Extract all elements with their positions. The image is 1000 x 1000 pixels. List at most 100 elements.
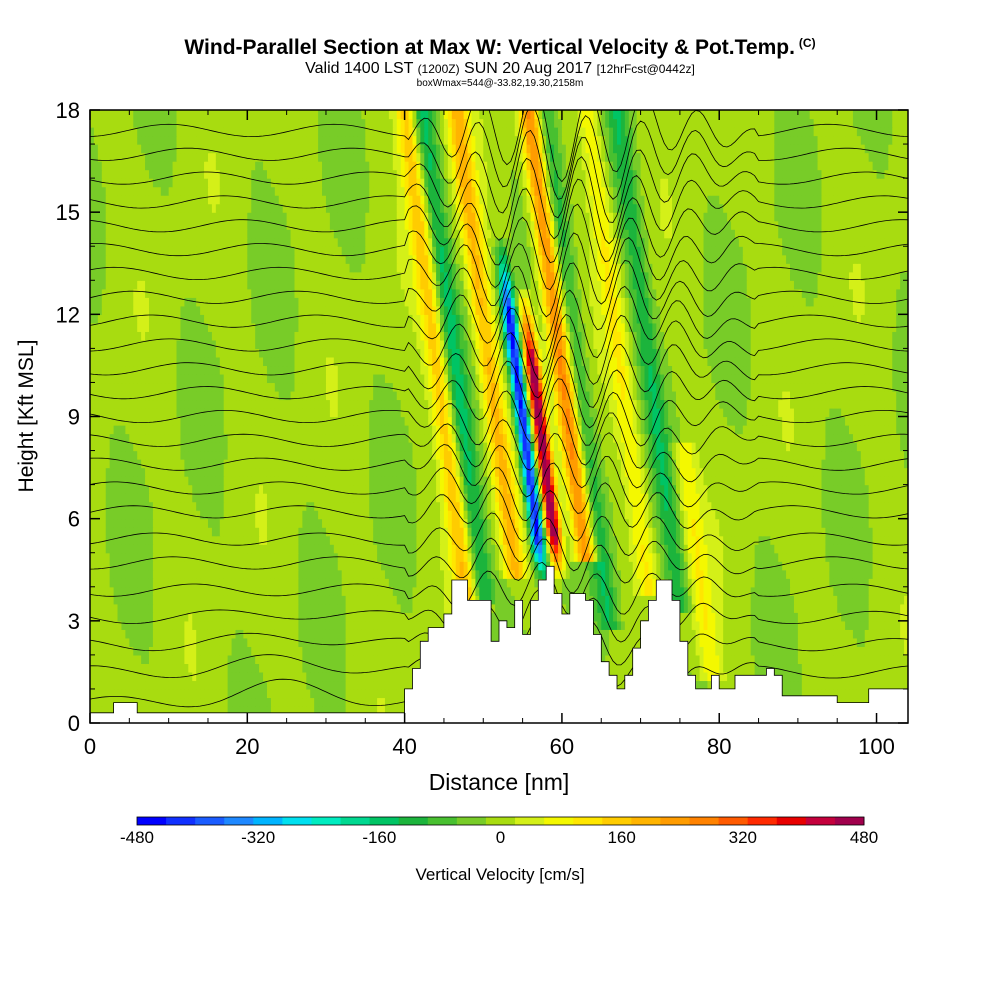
velocity-cell: [841, 680, 846, 690]
velocity-cell: [349, 535, 355, 545]
velocity-cell: [758, 595, 764, 605]
velocity-cell: [786, 518, 791, 528]
velocity-cell: [113, 629, 119, 639]
velocity-cell: [384, 586, 390, 596]
velocity-cell: [845, 654, 850, 665]
velocity-cell: [255, 688, 260, 699]
velocity-cell: [266, 518, 272, 528]
velocity-cell: [432, 586, 437, 596]
velocity-cell: [361, 527, 366, 537]
velocity-cell: [337, 697, 343, 707]
velocity-cell: [616, 586, 622, 596]
velocity-cell: [782, 569, 787, 579]
velocity-cell: [282, 688, 288, 699]
velocity-cell: [251, 663, 256, 673]
velocity-cell: [687, 527, 693, 537]
velocity-cell: [793, 654, 799, 665]
velocity-cell: [731, 544, 736, 554]
velocity-cell: [113, 535, 119, 545]
velocity-cell: [310, 680, 315, 690]
velocity-cell: [353, 671, 359, 682]
velocity-cell: [809, 612, 815, 622]
velocity-cell: [471, 535, 477, 545]
velocity-cell: [200, 561, 205, 571]
velocity-cell: [864, 535, 870, 545]
velocity-cell: [436, 620, 441, 630]
velocity-cell: [137, 595, 142, 605]
velocity-cell: [896, 680, 901, 690]
velocity-cell: [105, 561, 111, 571]
velocity-cell: [211, 569, 217, 579]
velocity-cell: [322, 518, 327, 528]
velocity-cell: [93, 518, 99, 528]
velocity-cell: [538, 569, 543, 579]
velocity-cell: [691, 561, 697, 571]
velocity-cell: [333, 518, 339, 528]
velocity-cell: [357, 552, 362, 562]
velocity-cell: [436, 586, 441, 596]
velocity-cell: [821, 646, 827, 656]
velocity-cell: [467, 544, 473, 554]
velocity-cell: [809, 535, 815, 545]
velocity-cell: [616, 578, 622, 588]
velocity-cell: [510, 586, 516, 596]
velocity-cell: [888, 595, 893, 605]
velocity-cell: [731, 578, 736, 588]
velocity-cell: [845, 629, 850, 639]
velocity-cell: [487, 578, 492, 588]
velocity-cell: [849, 688, 854, 699]
velocity-cell: [105, 705, 111, 716]
velocity-cell: [805, 569, 811, 579]
velocity-cell: [251, 612, 256, 622]
velocity-cell: [160, 654, 166, 665]
velocity-cell: [129, 671, 134, 682]
velocity-cell: [121, 671, 126, 682]
velocity-cell: [723, 595, 728, 605]
velocity-cell: [565, 527, 571, 537]
velocity-cell: [656, 527, 661, 537]
velocity-cell: [534, 535, 539, 545]
velocity-cell: [738, 569, 744, 579]
velocity-cell: [211, 518, 217, 528]
velocity-cell: [369, 518, 374, 528]
velocity-cell: [679, 535, 685, 545]
velocity-cell: [207, 561, 213, 571]
velocity-cell: [746, 561, 752, 571]
velocity-cell: [758, 620, 764, 630]
velocity-cell: [357, 654, 362, 665]
velocity-cell: [345, 688, 351, 699]
velocity-cell: [675, 535, 681, 545]
velocity-cell: [333, 637, 339, 647]
velocity-cell: [184, 705, 189, 716]
velocity-cell: [821, 518, 827, 528]
velocity-cell: [318, 654, 323, 665]
velocity-cell: [762, 629, 768, 639]
velocity-cell: [695, 569, 701, 579]
velocity-cell: [691, 535, 697, 545]
velocity-cell: [164, 654, 170, 665]
velocity-cell: [813, 544, 819, 554]
velocity-cell: [345, 697, 351, 707]
velocity-cell: [101, 646, 107, 656]
velocity-cell: [699, 535, 705, 545]
velocity-cell: [852, 535, 858, 545]
velocity-cell: [561, 535, 567, 545]
velocity-cell: [101, 620, 107, 630]
velocity-cell: [746, 637, 752, 647]
velocity-cell: [133, 578, 138, 588]
velocity-cell: [93, 688, 99, 699]
velocity-cell: [499, 552, 504, 562]
velocity-cell: [373, 603, 378, 613]
velocity-cell: [762, 552, 768, 562]
velocity-cell: [294, 578, 300, 588]
velocity-cell: [616, 518, 622, 528]
velocity-cell: [790, 680, 795, 690]
velocity-cell: [699, 637, 705, 647]
velocity-cell: [215, 595, 221, 605]
velocity-cell: [774, 544, 779, 554]
velocity-cell: [196, 671, 201, 682]
velocity-cell: [412, 663, 418, 673]
velocity-cell: [601, 646, 606, 656]
velocity-cell: [487, 595, 492, 605]
velocity-cell: [707, 663, 712, 673]
